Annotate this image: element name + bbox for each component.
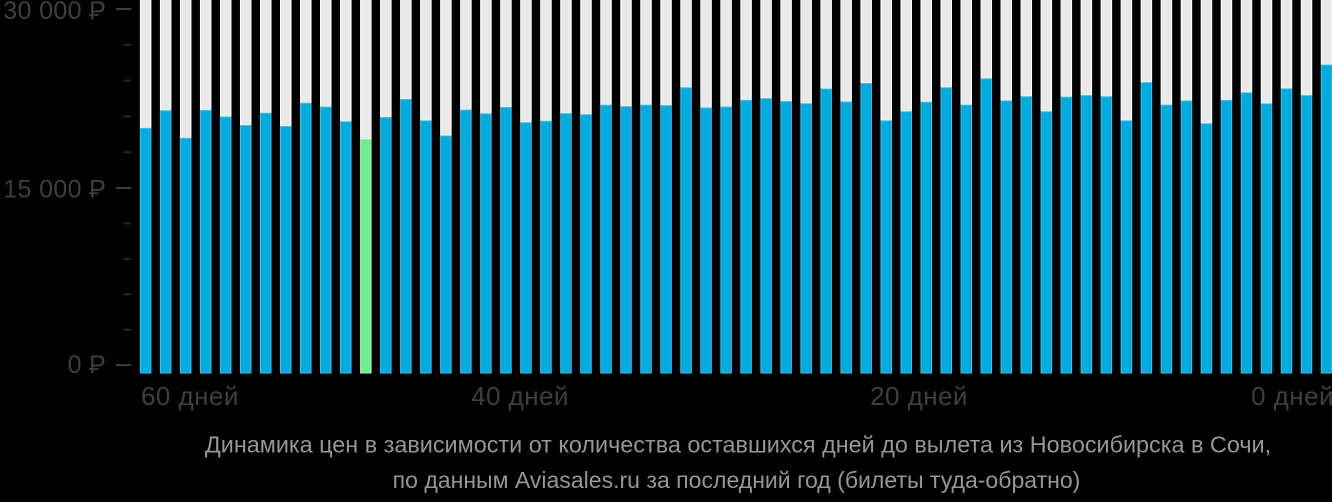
svg-text:Динамика цен в зависимости от: Динамика цен в зависимости от количества… xyxy=(205,432,1271,458)
svg-text:20 дней: 20 дней xyxy=(870,381,968,411)
svg-text:40 дней: 40 дней xyxy=(471,381,569,411)
svg-text:15 000 Р: 15 000 Р xyxy=(3,175,106,203)
svg-text:по данным Aviasales.ru за посл: по данным Aviasales.ru за последний год … xyxy=(393,467,1081,493)
svg-text:30 000 Р: 30 000 Р xyxy=(3,0,106,25)
svg-text:0 дней: 0 дней xyxy=(1251,381,1332,411)
svg-text:0 Р: 0 Р xyxy=(68,351,107,379)
svg-text:60 дней: 60 дней xyxy=(141,381,239,411)
